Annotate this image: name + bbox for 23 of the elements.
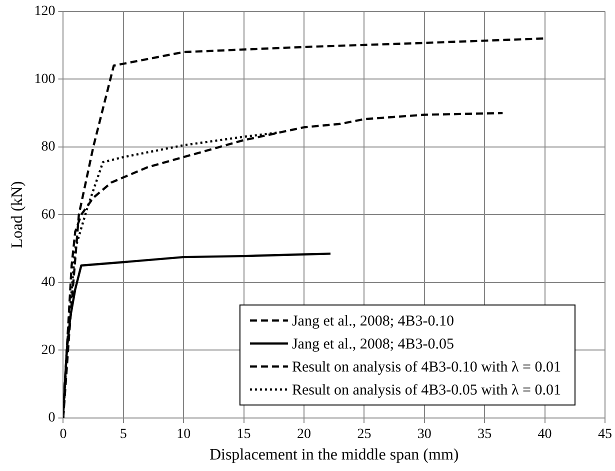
legend-label: Jang et al., 2008; 4B3-0.10 — [292, 313, 454, 330]
x-tick-label: 45 — [598, 427, 612, 442]
x-tick-label: 25 — [357, 427, 372, 442]
x-tick-label: 15 — [236, 427, 251, 442]
x-tick-label: 40 — [538, 427, 552, 442]
x-tick-label: 0 — [60, 427, 67, 442]
x-tick-label: 30 — [417, 427, 432, 442]
x-tick-label: 10 — [176, 427, 191, 442]
y-tick-label: 0 — [48, 410, 56, 426]
y-axis-title: Load (kN) — [8, 181, 26, 248]
x-axis-title: Displacement in the middle span (mm) — [209, 446, 459, 464]
y-tick-label: 60 — [41, 207, 56, 222]
legend-label: Jang et al., 2008; 4B3-0.05 — [292, 336, 454, 352]
y-tick-label: 80 — [41, 140, 56, 155]
y-tick-label: 20 — [41, 342, 56, 358]
x-tick-label: 20 — [297, 427, 311, 442]
x-tick-label: 35 — [478, 427, 492, 442]
y-tick-label: 100 — [34, 72, 56, 87]
y-tick-label: 120 — [34, 4, 56, 20]
legend-label: Result on analysis of 4B3-0.10 with λ = 0.01 — [292, 359, 562, 376]
x-tick-label: 5 — [120, 427, 127, 442]
y-tick-label: 40 — [41, 275, 56, 290]
legend-label: Result on analysis of 4B3-0.05 with λ = 0.01 — [292, 382, 562, 398]
